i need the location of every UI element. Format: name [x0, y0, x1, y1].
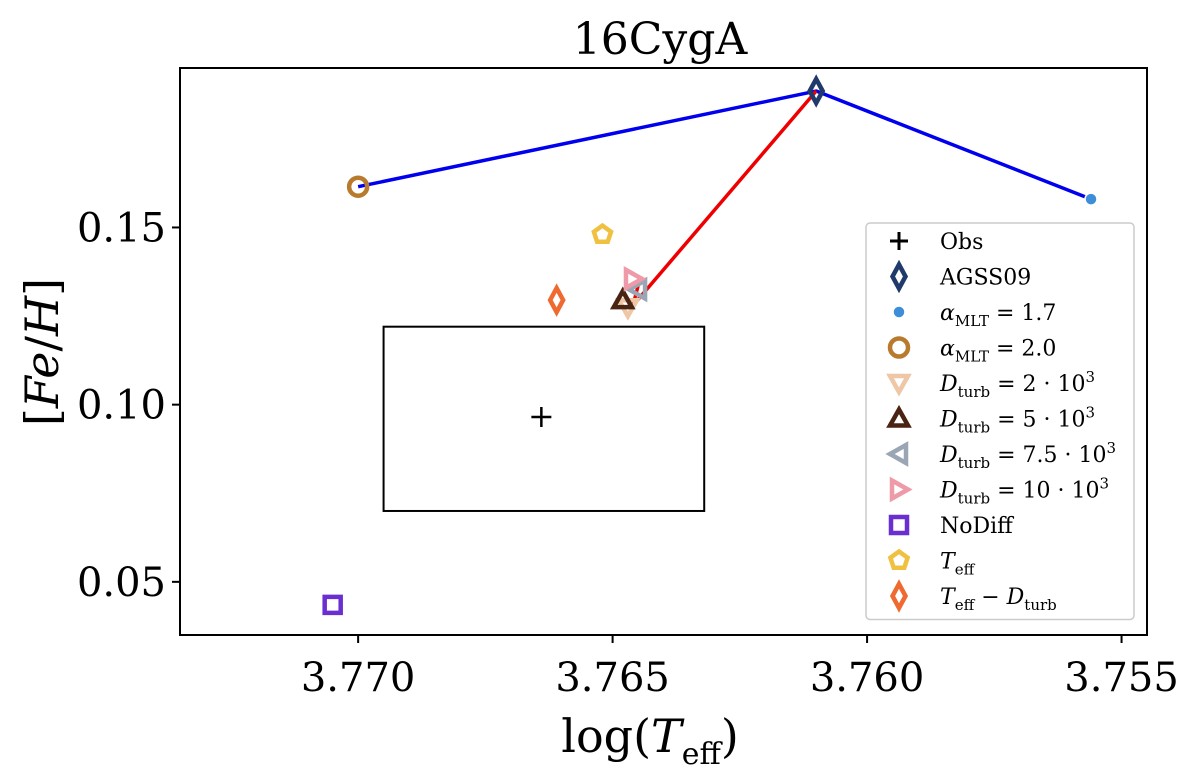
observation-point: [531, 407, 552, 428]
y-axis-label: [Fe/H]: [15, 278, 69, 426]
data-point: [547, 283, 566, 317]
data-point: [322, 594, 343, 616]
legend-label: Teff − Dturb: [940, 585, 1057, 614]
legend-marker: [887, 548, 911, 571]
legend-marker: [890, 232, 908, 250]
legend-marker: [892, 305, 906, 319]
points-layer: [322, 74, 1098, 616]
legend-marker: [886, 373, 912, 397]
data-point: [807, 74, 826, 108]
legend-box: [865, 222, 1135, 621]
svg-text:[Fe/H]: [Fe/H]: [15, 278, 69, 426]
legend-label: Dturb = 2 · 103: [939, 368, 1095, 401]
data-point: [1084, 192, 1098, 206]
legend-label: Dturb = 10 · 103: [939, 475, 1109, 508]
legend-marker: [886, 404, 912, 428]
legend-marker: [889, 476, 913, 503]
legend-label: αMLT = 2.0: [940, 337, 1056, 366]
legend-label: Teff: [940, 550, 976, 579]
legend-label: AGSS09: [939, 266, 1031, 291]
y-tick-label: 0.10: [77, 383, 166, 429]
legend-marker: [887, 336, 911, 359]
legend-label: NoDiff: [940, 514, 1014, 539]
y-tick-label: 0.05: [77, 560, 166, 606]
legend-marker: [885, 441, 909, 467]
x-tick-label: 3.755: [1064, 655, 1179, 701]
x-axis-ticks: 3.770 3.765 3.760 3.755: [301, 635, 1179, 701]
legend-marker: [889, 579, 909, 613]
data-point: [624, 276, 648, 303]
data-point: [346, 175, 370, 198]
legend-marker: [889, 259, 909, 294]
y-tick-label: 0.15: [77, 205, 166, 251]
data-point: [591, 222, 614, 245]
plot-frame: [179, 67, 1148, 636]
x-tick-label: 3.765: [555, 655, 670, 701]
data-point: [623, 266, 647, 292]
y-axis-ticks: 0.05 0.10 0.15: [77, 205, 180, 606]
legend-label: Obs: [940, 230, 983, 255]
observation-layer: [382, 325, 706, 512]
x-tick-label: 3.760: [810, 655, 925, 701]
x-tick-label: 3.770: [301, 655, 416, 701]
chart-title: 16CygA: [573, 14, 749, 65]
data-point: [609, 286, 636, 310]
observation-error-box: [382, 325, 706, 512]
legend-label: Dturb = 7.5 · 103: [939, 439, 1116, 472]
legend-label: αMLT = 1.7: [940, 301, 1056, 330]
svg-text:log(Teff): log(Teff): [561, 709, 739, 771]
legend-marker: [888, 514, 910, 536]
legend-label: Dturb = 5 · 103: [939, 404, 1095, 437]
x-axis-label: log(Teff): [561, 709, 739, 771]
blue-path: [357, 89, 1092, 201]
